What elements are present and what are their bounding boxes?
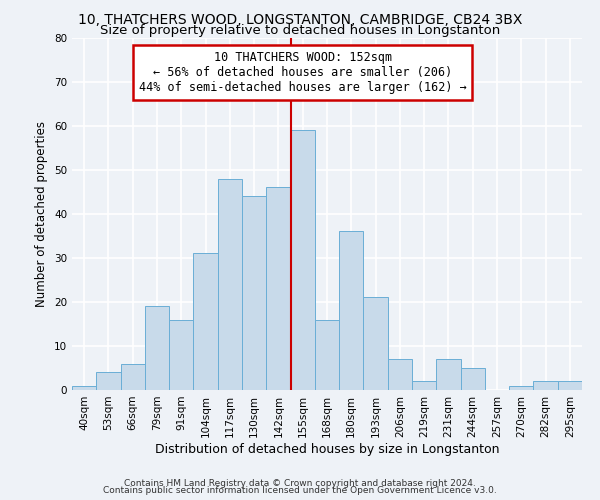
Text: Size of property relative to detached houses in Longstanton: Size of property relative to detached ho…: [100, 24, 500, 37]
Bar: [169, 320, 193, 390]
Bar: [558, 381, 582, 390]
Bar: [145, 306, 169, 390]
Text: Contains HM Land Registry data © Crown copyright and database right 2024.: Contains HM Land Registry data © Crown c…: [124, 478, 476, 488]
Text: 10 THATCHERS WOOD: 152sqm
← 56% of detached houses are smaller (206)
44% of semi: 10 THATCHERS WOOD: 152sqm ← 56% of detac…: [139, 50, 467, 94]
Bar: [388, 359, 412, 390]
Bar: [533, 381, 558, 390]
Bar: [315, 320, 339, 390]
Bar: [72, 386, 96, 390]
Bar: [461, 368, 485, 390]
Bar: [218, 178, 242, 390]
Bar: [290, 130, 315, 390]
Bar: [121, 364, 145, 390]
Text: 10, THATCHERS WOOD, LONGSTANTON, CAMBRIDGE, CB24 3BX: 10, THATCHERS WOOD, LONGSTANTON, CAMBRID…: [78, 12, 522, 26]
Bar: [193, 254, 218, 390]
Bar: [412, 381, 436, 390]
Bar: [242, 196, 266, 390]
Bar: [364, 298, 388, 390]
Text: Contains public sector information licensed under the Open Government Licence v3: Contains public sector information licen…: [103, 486, 497, 495]
Bar: [436, 359, 461, 390]
X-axis label: Distribution of detached houses by size in Longstanton: Distribution of detached houses by size …: [155, 442, 499, 456]
Bar: [339, 232, 364, 390]
Bar: [509, 386, 533, 390]
Bar: [266, 188, 290, 390]
Bar: [96, 372, 121, 390]
Y-axis label: Number of detached properties: Number of detached properties: [35, 120, 49, 306]
